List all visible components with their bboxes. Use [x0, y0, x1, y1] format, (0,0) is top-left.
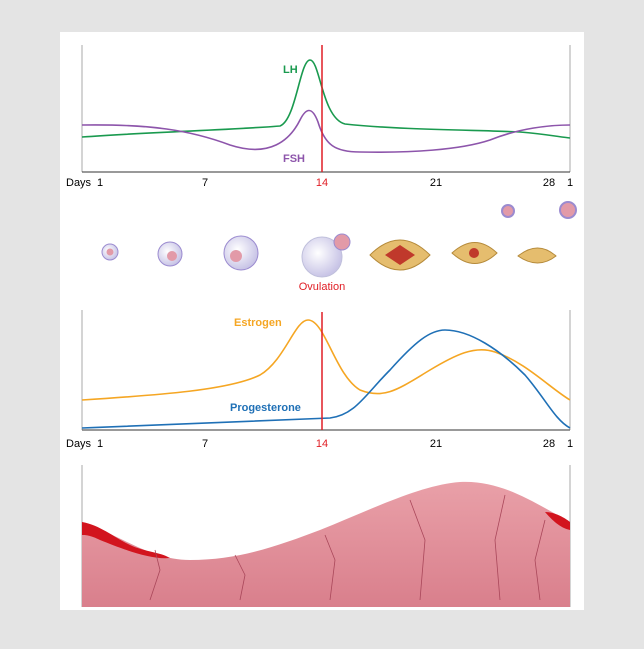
day-tick-label: 14 — [316, 438, 328, 450]
estrogen-curve — [81, 319, 571, 401]
follicles — [101, 201, 577, 278]
fsh-curve — [81, 109, 571, 153]
day-tick-label: 28 — [543, 177, 555, 189]
lh-label: LH — [283, 64, 298, 76]
progesterone-label: Progesterone — [230, 402, 301, 414]
day-tick-label: 21 — [430, 438, 442, 450]
day-tick-label: 21 — [430, 177, 442, 189]
day-tick-label: 7 — [202, 438, 208, 450]
days-label: Days — [66, 438, 92, 450]
days-label: Days — [66, 177, 92, 189]
day-tick-label: 7 — [202, 177, 208, 189]
day-tick-label: 1 — [567, 438, 573, 450]
day-tick-label: 1 — [567, 177, 573, 189]
ovarian-chart — [81, 310, 571, 431]
day-tick-label: 28 — [543, 438, 555, 450]
fsh-label: FSH — [283, 153, 305, 165]
ovulation-label: Ovulation — [299, 281, 345, 293]
progesterone-curve — [81, 329, 571, 429]
day-ticks: 1 7 14 21 28 1 — [97, 177, 573, 189]
day-tick-label: 14 — [316, 177, 328, 189]
hormones-chart — [81, 45, 571, 173]
estrogen-label: Estrogen — [234, 317, 282, 329]
day-tick-label: 1 — [97, 438, 103, 450]
day-tick-label: 1 — [97, 177, 103, 189]
endometrium — [81, 465, 571, 607]
lh-curve — [81, 59, 571, 139]
day-ticks: 1 7 14 21 28 1 — [97, 438, 573, 450]
